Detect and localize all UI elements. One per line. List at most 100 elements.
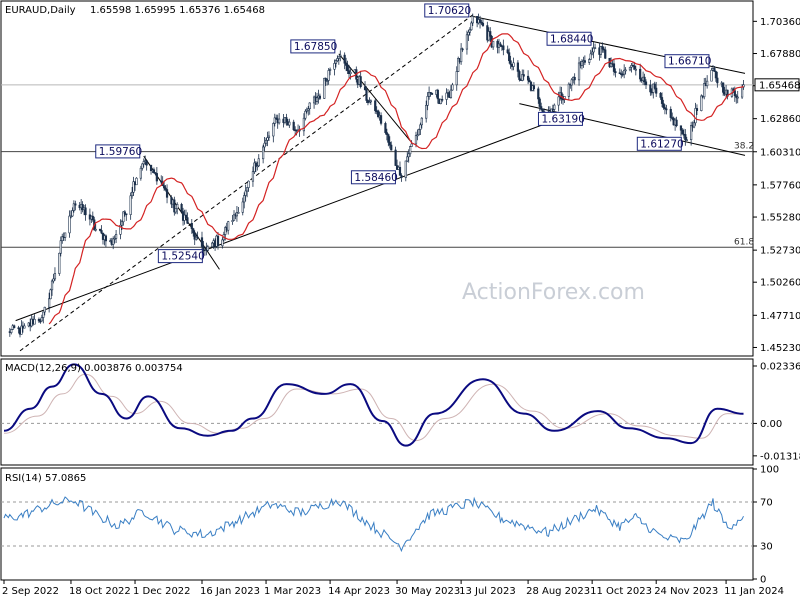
candle-body xyxy=(522,74,525,77)
candle-body xyxy=(681,129,684,135)
candle-body xyxy=(256,165,259,168)
candle-body xyxy=(43,306,46,313)
candle-body xyxy=(163,185,166,189)
candle-body xyxy=(588,59,591,63)
candle-body xyxy=(722,82,725,93)
candle-body xyxy=(671,117,674,119)
candle-body xyxy=(480,21,483,24)
candle-body xyxy=(643,76,646,83)
candle-body xyxy=(142,161,145,165)
candle-body xyxy=(253,162,256,172)
rsi-y-axis: 100 70 30 0 xyxy=(753,465,779,586)
candle-body xyxy=(404,160,407,178)
candle-body xyxy=(251,171,255,182)
candle-body xyxy=(567,83,570,97)
candle-body xyxy=(417,129,421,136)
candle-body xyxy=(716,77,719,84)
date-tick-label: 2 Sep 2022 xyxy=(2,586,59,597)
candle-body xyxy=(196,236,199,239)
price-callouts: 1.70620 1.67850 1.68440 1.66710 1.59760 1.631… xyxy=(95,3,711,264)
candle-body xyxy=(333,63,336,70)
price-callout-box xyxy=(664,54,710,69)
candle-body xyxy=(231,220,234,222)
candle-body xyxy=(155,173,158,182)
candle-body xyxy=(337,55,340,59)
candle-body xyxy=(165,189,169,198)
candle-body xyxy=(200,237,204,247)
candle-body xyxy=(339,54,342,57)
candle-body xyxy=(359,76,362,87)
candle-body xyxy=(733,90,736,97)
fib-level-label: 61.8 xyxy=(734,237,754,247)
candle-body xyxy=(694,108,697,124)
candle-body xyxy=(468,29,471,33)
candle-body xyxy=(591,51,594,55)
candle-body xyxy=(336,58,339,62)
candle-body xyxy=(237,211,240,214)
candle-body xyxy=(267,135,271,138)
macd-y-tick-label: -0.013186 xyxy=(760,451,800,462)
date-tick-label: 24 Nov 2023 xyxy=(654,586,718,597)
candle-body xyxy=(72,203,75,211)
candle-body xyxy=(710,69,713,82)
moving-average-line xyxy=(48,33,744,325)
candle-body xyxy=(639,68,642,80)
candle-body xyxy=(441,98,444,101)
candle-body xyxy=(516,62,519,72)
price-callout-box xyxy=(350,170,396,185)
candle-body xyxy=(457,58,460,72)
candle-body xyxy=(512,62,515,67)
fib-level-label: 38.2 xyxy=(734,142,754,152)
candle-body xyxy=(100,230,103,234)
candle-body xyxy=(553,104,556,110)
rsi-panel: 100 70 30 0 RSI(14) 57.0865 xyxy=(0,465,779,586)
macd-label: MACD(12,26,9) 0.003876 0.003754 xyxy=(5,363,183,374)
candle-body xyxy=(644,81,648,86)
candle-body xyxy=(125,213,128,216)
candle-body xyxy=(387,134,390,143)
candle-body xyxy=(532,85,536,90)
candle-body xyxy=(112,238,115,245)
candle-body xyxy=(580,61,584,66)
candle-body xyxy=(589,53,592,60)
candle-body xyxy=(227,221,230,231)
candle-body xyxy=(343,54,346,64)
macd-panel: 0.023366 0.00 -0.013186 MACD(12,26,9) 0.00… xyxy=(0,358,800,466)
candle-body xyxy=(49,289,52,300)
candle-body xyxy=(550,108,553,113)
candle-body xyxy=(221,239,224,247)
price-header-ohlc: 1.65598 1.65995 1.65376 1.65468 xyxy=(90,5,265,16)
macd-panel-frame xyxy=(0,358,754,466)
date-tick-label: 11 Oct 2023 xyxy=(590,586,652,597)
candle-body xyxy=(174,208,177,213)
candle-body xyxy=(692,122,696,128)
candle-body xyxy=(690,125,693,140)
candle-body xyxy=(388,142,391,146)
price-y-tick-label: 1.60310 xyxy=(760,147,800,158)
candle-body xyxy=(273,117,276,124)
candle-body xyxy=(634,68,637,71)
candle-body xyxy=(318,95,322,99)
candle-body xyxy=(623,69,626,75)
candle-body xyxy=(149,164,153,172)
trendline-dashed xyxy=(19,13,475,352)
candle-body xyxy=(40,317,43,322)
candle-body xyxy=(71,210,74,217)
candle-body xyxy=(400,175,403,178)
candle-body xyxy=(604,49,607,59)
candle-body xyxy=(560,92,563,100)
rsi-y-tick-label: 0 xyxy=(760,575,766,586)
price-y-tick-label: 1.50260 xyxy=(760,278,800,289)
candle-body xyxy=(398,166,402,176)
candle-body xyxy=(461,48,464,51)
candle-body xyxy=(621,73,624,76)
price-callout-label: 1.66710 xyxy=(668,56,711,68)
candle-body xyxy=(327,70,330,81)
candle-body xyxy=(379,115,383,124)
candle-body xyxy=(113,238,116,240)
candle-body xyxy=(139,167,142,179)
candle-body xyxy=(216,235,220,247)
rsi-y-tick-label: 100 xyxy=(760,465,779,476)
candle-body xyxy=(131,191,134,197)
candle-body xyxy=(416,134,419,137)
